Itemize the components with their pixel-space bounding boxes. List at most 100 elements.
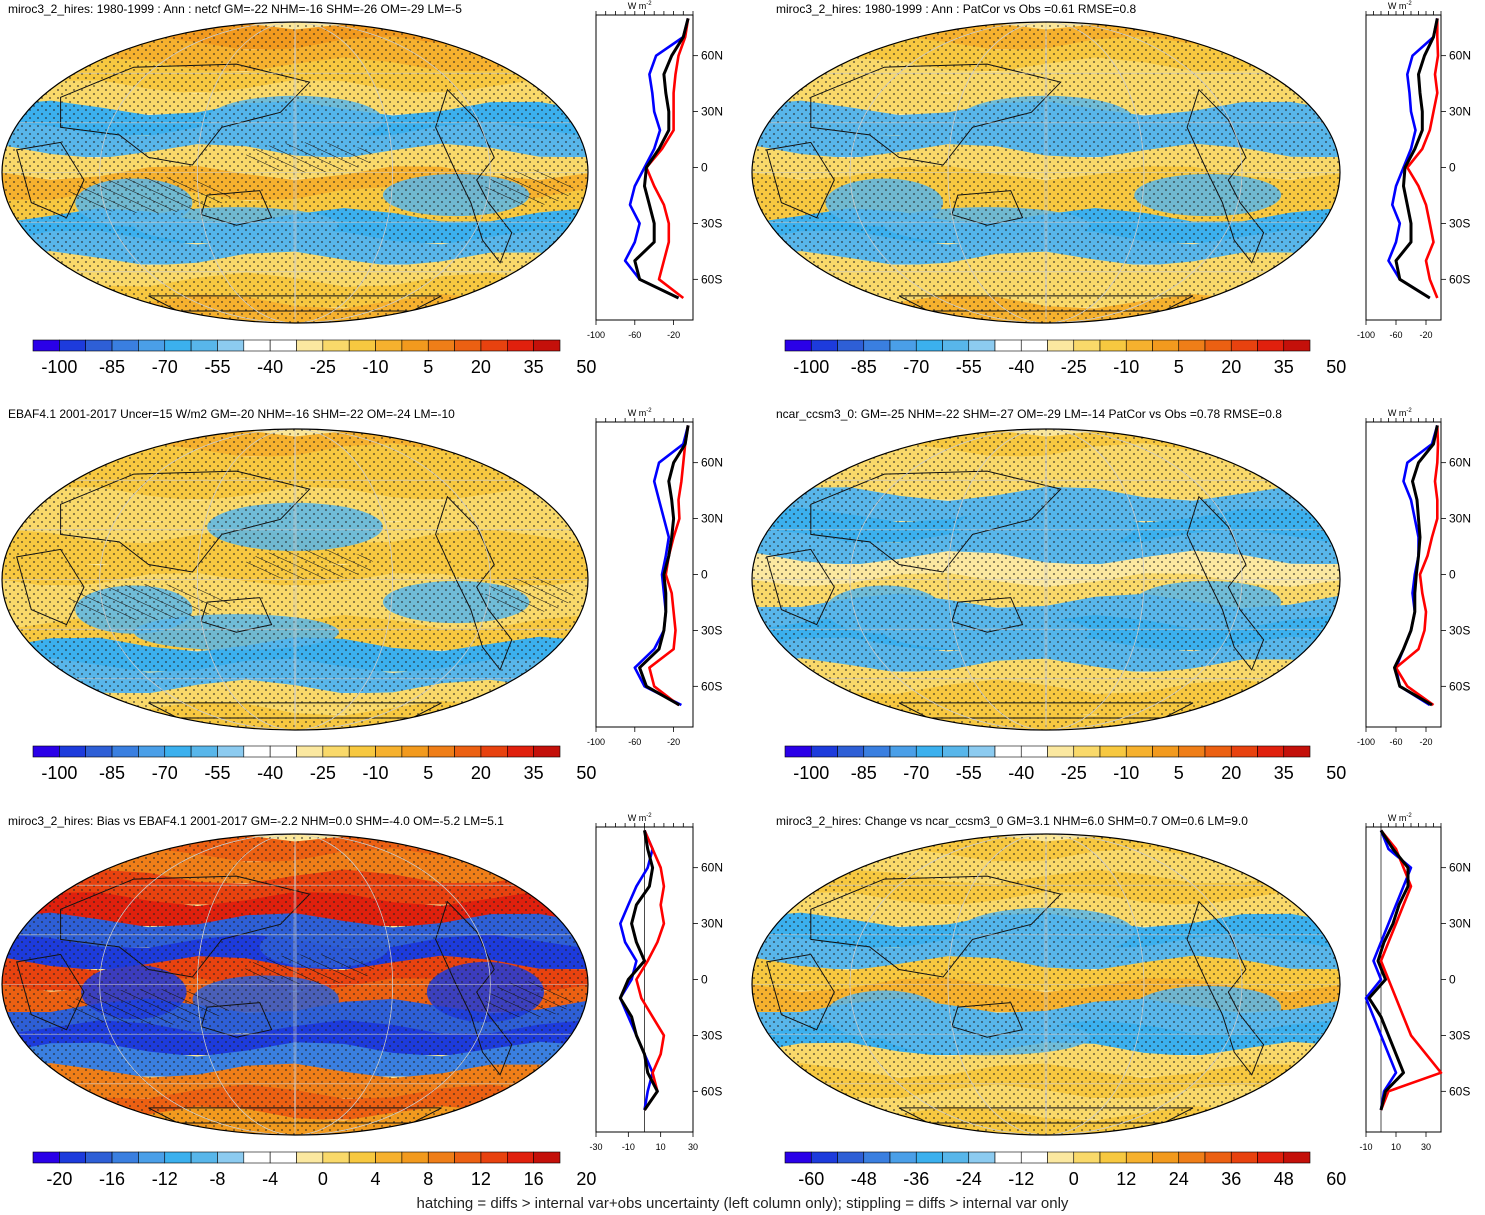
colorbar-box: [1230, 745, 1258, 758]
panel-6: miroc3_2_hires: Change vs ncar_ccsm3_0 G…: [751, 813, 1471, 1189]
map-outline: [1, 21, 589, 324]
colorbar-label: 48: [1274, 1169, 1294, 1189]
colorbar-label: 35: [524, 357, 544, 377]
colorbar-box: [1178, 1151, 1206, 1164]
colorbar-box: [968, 339, 996, 352]
colorbar-label: -100: [41, 357, 77, 377]
colorbar-label: 16: [524, 1169, 544, 1189]
colorbar-label: -70: [903, 763, 929, 783]
colorbar-box: [1283, 1151, 1311, 1164]
zonal-lat-label: 30S: [1449, 623, 1470, 637]
colorbar-box: [375, 1151, 403, 1164]
colorbar-box: [1073, 339, 1101, 352]
colorbar-label: 20: [576, 1169, 596, 1189]
colorbar-label: -100: [793, 357, 829, 377]
zonal-line-mean: [638, 425, 690, 707]
zonal-lat-label: 30N: [701, 105, 723, 119]
colorbar-label: -40: [1008, 357, 1034, 377]
colorbar-label: -20: [46, 1169, 72, 1189]
zonal-lat-label: 0: [701, 973, 708, 987]
zonal-line-mean: [1394, 18, 1439, 300]
colorbar-label: -10: [1113, 357, 1139, 377]
colorbar-box: [837, 745, 865, 758]
colorbar-box: [217, 745, 245, 758]
colorbar-box: [506, 1151, 534, 1164]
colorbar-box: [32, 1151, 60, 1164]
colorbar-box: [942, 1151, 970, 1164]
colorbar-label: -40: [257, 763, 283, 783]
zonal-tick-label: -100: [587, 330, 605, 340]
colorbar-label: -24: [956, 1169, 982, 1189]
colorbar-label: -36: [903, 1169, 929, 1189]
colorbar-box: [506, 745, 534, 758]
colorbar-box: [994, 339, 1022, 352]
colorbar-box: [533, 745, 561, 758]
colorbar-label: -100: [793, 763, 829, 783]
colorbar-label: 5: [423, 357, 433, 377]
zonal-tick-label: 10: [1391, 1142, 1401, 1152]
colorbar-box: [837, 339, 865, 352]
panel-2: miroc3_2_hires: 1980-1999 : Ann : PatCor…: [751, 1, 1471, 377]
colorbar-box: [994, 1151, 1022, 1164]
colorbar-label: 50: [576, 763, 596, 783]
zonal-lat-label: 0: [701, 568, 708, 582]
colorbar-box: [968, 745, 996, 758]
zonal-tick-label: 30: [688, 1142, 698, 1152]
colorbar-label: -10: [1113, 763, 1139, 783]
zonal-lat-label: 60S: [701, 272, 722, 286]
zonal-units-exp: -2: [646, 1, 652, 7]
colorbar-box: [111, 1151, 139, 1164]
map-outline: [1, 428, 589, 731]
zonal-units-exp: -2: [1406, 408, 1412, 414]
colorbar-box: [296, 1151, 324, 1164]
colorbar-label: 0: [318, 1169, 328, 1189]
colorbar-box: [1230, 1151, 1258, 1164]
colorbar-box: [138, 339, 166, 352]
colorbar-box: [1047, 1151, 1075, 1164]
colorbar-box: [1257, 1151, 1285, 1164]
zonal-lat-label: 60S: [701, 679, 722, 693]
zonal-lat-label: 60N: [701, 861, 723, 875]
colorbar-label: -12: [152, 1169, 178, 1189]
zonal-line-mean: [1393, 425, 1439, 707]
colorbar-label: -40: [257, 357, 283, 377]
colorbar-box: [968, 1151, 996, 1164]
colorbar-box: [138, 745, 166, 758]
footer-note: hatching = diffs > internal var+obs unce…: [416, 1195, 1069, 1212]
zonal-lat-label: 30S: [1449, 1028, 1470, 1042]
colorbar-box: [1204, 745, 1232, 758]
zonal-lat-label: 60S: [1449, 1084, 1470, 1098]
colorbar-box: [784, 339, 812, 352]
colorbar-box: [1152, 1151, 1180, 1164]
colorbar-box: [889, 339, 917, 352]
colorbar-box: [348, 339, 376, 352]
colorbar-box: [164, 745, 192, 758]
colorbar-box: [837, 1151, 865, 1164]
zonal-lat-label: 60N: [701, 456, 723, 470]
colorbar-label: 5: [1174, 357, 1184, 377]
colorbar-box: [243, 339, 271, 352]
zonal-lat-label: 30S: [701, 216, 722, 230]
colorbar-label: -70: [152, 763, 178, 783]
colorbar-box: [111, 339, 139, 352]
panel-title: miroc3_2_hires: 1980-1999 : Ann : netcf …: [8, 2, 462, 16]
colorbar-box: [454, 1151, 482, 1164]
colorbar-label: -85: [851, 763, 877, 783]
colorbar-box: [889, 745, 917, 758]
colorbar-label: -85: [851, 357, 877, 377]
zonal-lat-label: 30N: [701, 512, 723, 526]
hatching-overlay: [66, 177, 231, 214]
colorbar-label: -48: [851, 1169, 877, 1189]
hatching-overlay: [485, 981, 574, 1018]
zonal-tick-label: 10: [656, 1142, 666, 1152]
colorbar-box: [1047, 339, 1075, 352]
colorbar-box: [32, 745, 60, 758]
colorbar-box: [784, 1151, 812, 1164]
zonal-units-exp: -2: [646, 813, 652, 819]
colorbar-box: [427, 339, 455, 352]
panel-title: miroc3_2_hires: Bias vs EBAF4.1 2001-201…: [8, 814, 504, 828]
colorbar-box: [1099, 339, 1127, 352]
colorbar-box: [863, 745, 891, 758]
colorbar-label: 50: [1326, 357, 1346, 377]
